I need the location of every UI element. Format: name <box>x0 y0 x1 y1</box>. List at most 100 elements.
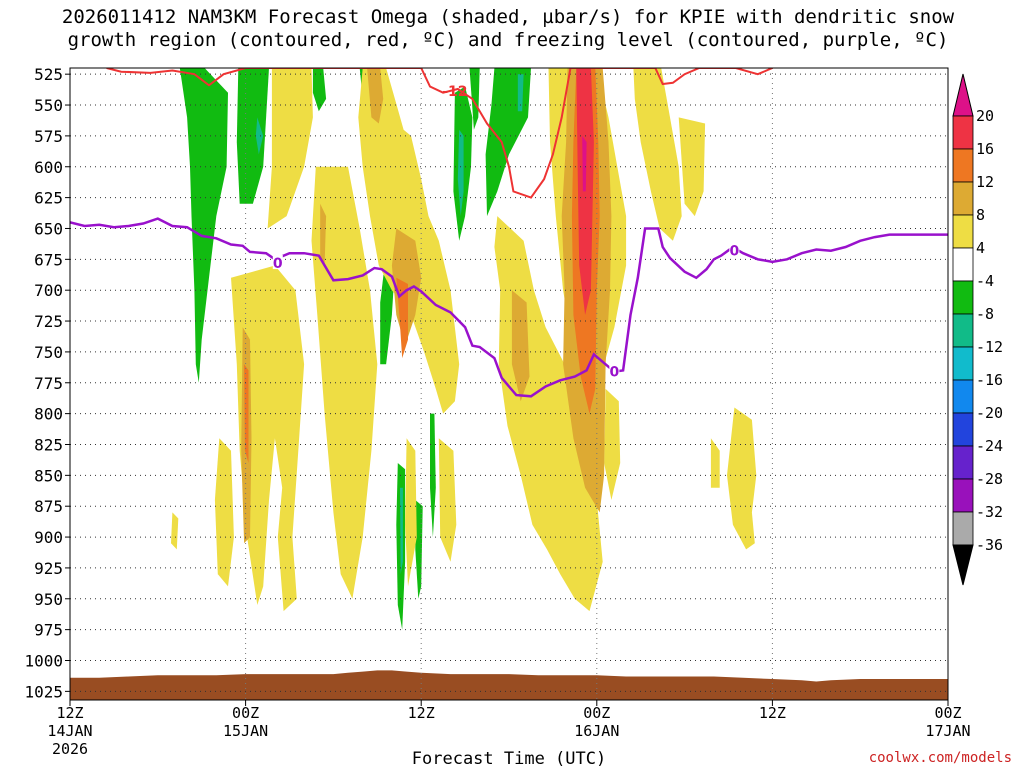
chart-title-line-2: growth region (contoured, red, ºC) and f… <box>68 29 949 51</box>
omega-shading-layer <box>171 68 757 630</box>
colorbar-band-9 <box>952 412 974 447</box>
y-tick-label-1000: 1000 <box>24 652 63 671</box>
colorbar-label-5: -4 <box>976 272 994 290</box>
omega-region-16 <box>267 68 313 229</box>
x-tick-label-12-2: 15JAN <box>223 722 268 740</box>
colorbar-label-4: 4 <box>976 239 985 257</box>
y-tick-label-600: 600 <box>34 158 63 177</box>
colorbar-band-0 <box>952 115 974 150</box>
x-tick-label-0-1: 12Z <box>56 704 83 722</box>
colorbar-top-arrow <box>952 73 974 117</box>
plot-frame <box>69 67 949 701</box>
omega-region-12 <box>400 487 403 575</box>
y-tick-label-650: 650 <box>34 219 63 238</box>
omega-region-25 <box>604 388 621 500</box>
omega-region-38 <box>576 68 594 315</box>
colorbar-band-11 <box>952 478 974 513</box>
freezing-level-label-2: 0 <box>729 244 739 260</box>
colorbar: 20 16 12 8 4 -4 -8 -12 -16 -20 -24 -28 -32 -36 <box>952 73 1003 586</box>
omega-region-20 <box>171 512 179 550</box>
x-tick-label-60-1: 00Z <box>934 704 961 722</box>
omega-region-7 <box>469 68 480 130</box>
omega-region-21 <box>405 438 417 587</box>
y-tick-label-925: 925 <box>34 559 63 578</box>
omega-region-8 <box>485 68 531 217</box>
colorbar-label-9: -20 <box>976 404 1003 422</box>
omega-region-40 <box>511 290 530 402</box>
colorbar-label-2: 12 <box>976 173 994 191</box>
colorbar-label-6: -8 <box>976 305 994 323</box>
y-axis: 525 550 575 600 625 650 675 700 725 750 775 800 825 8… <box>24 65 70 701</box>
omega-region-27 <box>678 117 706 217</box>
y-tick-label-725: 725 <box>34 312 63 331</box>
omega-region-26 <box>633 68 682 241</box>
y-tick-label-525: 525 <box>34 65 63 84</box>
colorbar-label-13: -36 <box>976 536 1003 554</box>
freezing-level-label-0: 0 <box>273 256 283 272</box>
omega-region-22 <box>438 438 457 562</box>
colorbar-band-12 <box>952 511 974 546</box>
omega-region-1 <box>236 68 269 204</box>
x-tick-label-24-1: 12Z <box>408 704 435 722</box>
omega-region-9 <box>517 74 524 112</box>
omega-region-3 <box>312 68 327 112</box>
colorbar-band-5 <box>952 280 974 315</box>
x-tick-label-36-1: 00Z <box>583 704 610 722</box>
dgz-contour-line <box>106 68 773 199</box>
y-tick-label-625: 625 <box>34 189 63 208</box>
omega-region-28 <box>727 407 757 550</box>
omega-region-2 <box>255 117 264 155</box>
omega-region-19 <box>214 438 234 587</box>
contour-layer: -12 0 0 0 <box>70 68 948 398</box>
colorbar-band-3 <box>952 214 974 249</box>
x-tick-label-60-2: 17JAN <box>925 722 970 740</box>
colorbar-label-1: 16 <box>976 140 994 158</box>
colorbar-label-3: 8 <box>976 206 985 224</box>
colorbar-label-12: -32 <box>976 503 1003 521</box>
omega-region-13 <box>415 500 423 599</box>
freezing-level-line <box>70 217 948 398</box>
y-tick-label-875: 875 <box>34 497 63 516</box>
x-axis-label: Forecast Time (UTC) <box>412 749 606 768</box>
omega-region-31 <box>320 203 327 266</box>
omega-region-29 <box>710 438 720 488</box>
omega-region-0 <box>179 68 228 383</box>
colorbar-bottom-arrow <box>952 544 974 586</box>
colorbar-label-11: -28 <box>976 470 1003 488</box>
x-tick-label-48-1: 12Z <box>759 704 786 722</box>
x-tick-label-12-1: 00Z <box>232 704 259 722</box>
colorbar-label-10: -24 <box>976 437 1003 455</box>
colorbar-band-6 <box>952 313 974 348</box>
freezing-label-bg-0 <box>272 255 283 270</box>
y-tick-label-750: 750 <box>34 343 63 362</box>
colorbar-band-8 <box>952 379 974 414</box>
omega-region-14 <box>430 413 436 538</box>
y-tick-label-775: 775 <box>34 374 63 393</box>
colorbar-band-10 <box>952 445 974 480</box>
terrain-surface <box>70 670 948 700</box>
colorbar-band-7 <box>952 346 974 381</box>
colorbar-label-8: -16 <box>976 371 1003 389</box>
colorbar-band-1 <box>952 148 974 183</box>
y-tick-label-675: 675 <box>34 250 63 269</box>
omega-region-10 <box>380 265 395 365</box>
dgz-contour-label: -12 <box>442 84 467 100</box>
y-tick-label-575: 575 <box>34 127 63 146</box>
colorbar-label-7: -12 <box>976 338 1003 356</box>
y-tick-label-800: 800 <box>34 405 63 424</box>
colorbar-band-2 <box>952 181 974 216</box>
freezing-level-label-1: 0 <box>609 365 619 381</box>
freezing-label-bg-2 <box>729 242 740 257</box>
freezing-label-bg-1 <box>609 363 620 378</box>
terrain-layer <box>70 670 948 700</box>
omega-region-6 <box>457 129 464 217</box>
y-tick-label-1025: 1025 <box>24 682 63 701</box>
y-tick-label-825: 825 <box>34 435 63 454</box>
x-tick-label-0-2: 14JAN <box>47 722 92 740</box>
chart-title-line-1: 2026011412 NAM3KM Forecast Omega (shaded… <box>62 6 955 28</box>
colorbar-band-4 <box>952 247 974 282</box>
y-tick-label-950: 950 <box>34 590 63 609</box>
y-tick-label-850: 850 <box>34 466 63 485</box>
